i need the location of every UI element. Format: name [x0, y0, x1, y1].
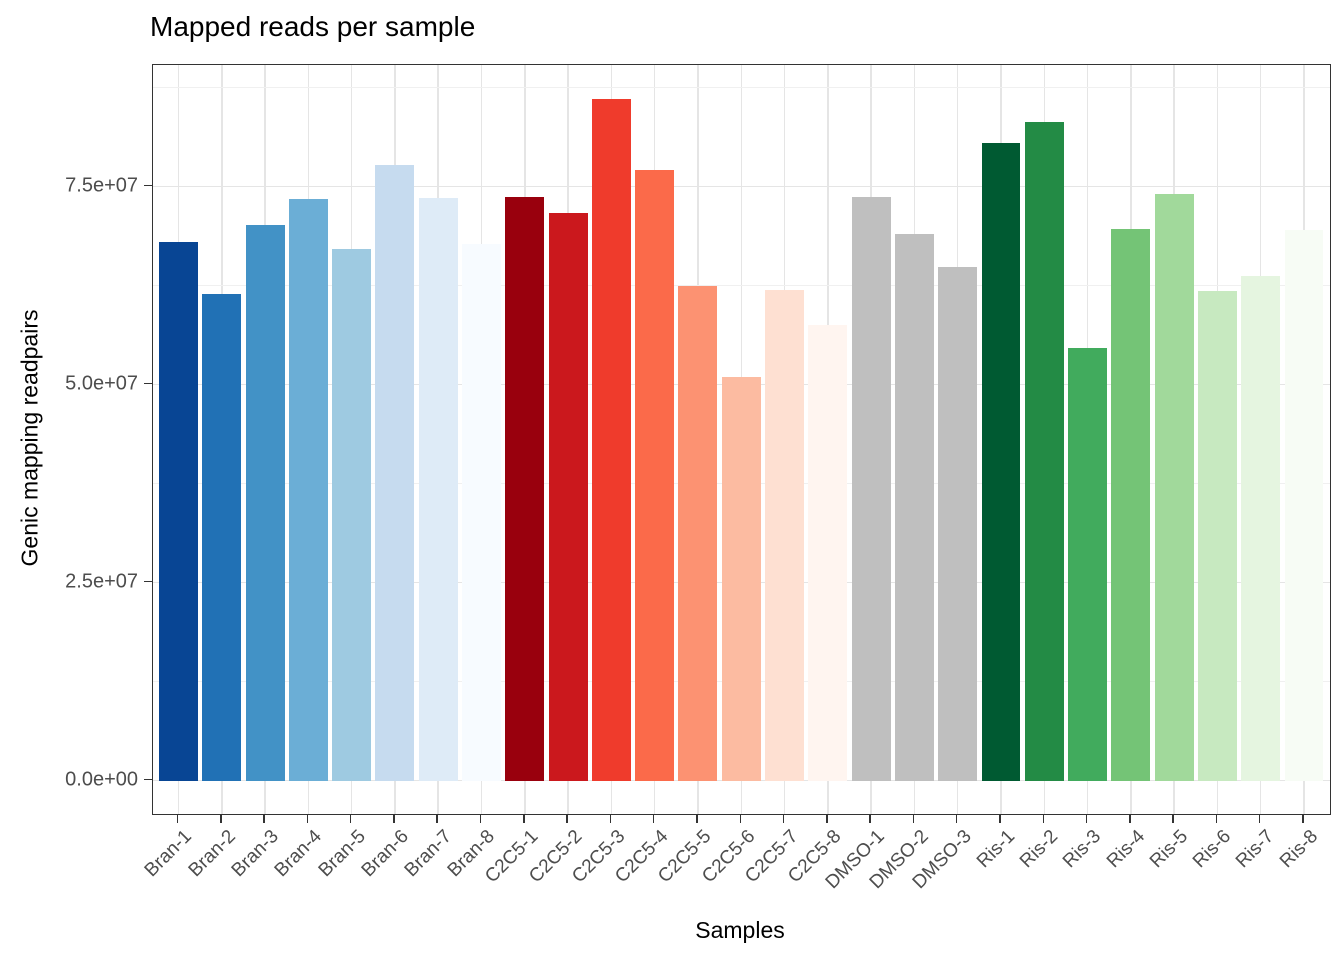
- gridline-h-major: [152, 779, 1330, 782]
- x-tick-mark: [263, 814, 265, 823]
- x-tick-mark: [955, 814, 958, 823]
- x-tick-mark: [869, 814, 871, 823]
- x-tick-label-Bran-2: Bran-2: [184, 826, 240, 882]
- bar-Bran-8: [462, 243, 501, 781]
- x-tick-mark: [1258, 814, 1261, 823]
- x-tick-mark: [609, 814, 612, 823]
- x-tick-label-Ris-3: Ris-3: [1059, 826, 1106, 873]
- x-tick-mark: [999, 814, 1001, 823]
- y-tick-mark: [143, 382, 152, 385]
- x-tick-mark: [1302, 814, 1304, 823]
- gridline-h-minor: [152, 285, 1330, 287]
- x-tick-mark: [349, 814, 352, 823]
- plot-title: Mapped reads per sample: [150, 11, 476, 42]
- x-tick-mark: [652, 814, 655, 823]
- x-tick-mark: [566, 814, 568, 823]
- x-tick-mark: [912, 814, 915, 823]
- bar-C2C5-3: [591, 98, 631, 781]
- bar-C2C5-5: [678, 286, 718, 781]
- x-tick-label-Ris-8: Ris-8: [1275, 826, 1322, 873]
- gridline-h-minor: [152, 86, 1330, 88]
- x-tick-label-Ris-2: Ris-2: [1015, 826, 1063, 873]
- x-tick-label-Bran-3: Bran-3: [227, 826, 283, 882]
- y-tick-label-7.5e+07: 7.5e+07: [65, 174, 138, 196]
- bar-Ris-4: [1111, 228, 1151, 781]
- bar-DMSO-2: [894, 234, 934, 781]
- bar-Ris-1: [981, 142, 1021, 781]
- y-axis-title: Genic mapping readpairs: [16, 309, 43, 567]
- chart-panel: [151, 63, 1331, 815]
- x-tick-label-Bran-4: Bran-4: [271, 826, 327, 882]
- bar-Ris-3: [1068, 348, 1108, 781]
- bar-Ris-6: [1197, 291, 1237, 781]
- x-tick-label-Ris-7: Ris-7: [1232, 826, 1279, 873]
- y-tick-mark: [143, 580, 152, 583]
- x-tick-mark: [1215, 814, 1218, 823]
- y-tick-label-0.0e+00: 0.0e+00: [65, 768, 138, 791]
- bar-Bran-5: [332, 249, 372, 781]
- x-tick-mark: [1129, 814, 1131, 823]
- bar-Ris-2: [1024, 122, 1064, 781]
- x-tick-mark: [393, 814, 395, 823]
- bar-C2C5-7: [765, 289, 804, 781]
- x-tick-mark: [176, 814, 179, 823]
- y-tick-mark: [143, 778, 152, 781]
- y-tick-label-5.0e+07: 5.0e+07: [65, 372, 138, 395]
- x-tick-mark: [826, 814, 828, 823]
- x-tick-label-Bran-5: Bran-5: [314, 826, 370, 882]
- bar-Bran-2: [202, 294, 242, 781]
- x-tick-mark: [782, 814, 785, 823]
- x-tick-label-Ris-6: Ris-6: [1189, 826, 1236, 873]
- x-tick-mark: [436, 814, 438, 823]
- x-tick-label-Ris-4: Ris-4: [1102, 826, 1149, 873]
- bar-Ris-5: [1154, 193, 1194, 781]
- x-tick-mark: [696, 814, 698, 823]
- bar-C2C5-2: [548, 212, 588, 781]
- x-tick-mark: [306, 814, 309, 823]
- y-tick-label-2.5e+07: 2.5e+07: [65, 570, 138, 593]
- bar-Ris-7: [1241, 276, 1281, 781]
- x-tick-label-Ris-5: Ris-5: [1145, 826, 1193, 873]
- x-tick-mark: [523, 814, 525, 823]
- bar-C2C5-8: [808, 325, 848, 781]
- x-tick-label-Bran-6: Bran-6: [357, 826, 413, 882]
- x-tick-label-Bran-7: Bran-7: [400, 826, 457, 882]
- bar-DMSO-3: [938, 266, 978, 781]
- x-tick-mark: [1172, 814, 1174, 823]
- bar-Bran-7: [418, 197, 458, 781]
- bar-C2C5-1: [505, 196, 545, 781]
- x-axis-title: Samples: [695, 917, 785, 943]
- x-tick-mark: [479, 814, 482, 823]
- x-tick-mark: [739, 814, 741, 823]
- bar-DMSO-1: [851, 196, 891, 781]
- x-tick-mark: [1085, 814, 1088, 823]
- bar-Bran-3: [245, 225, 285, 781]
- x-tick-label-Ris-1: Ris-1: [972, 826, 1019, 873]
- x-tick-mark: [220, 814, 222, 823]
- bar-Bran-1: [158, 241, 198, 781]
- bar-Bran-4: [288, 199, 328, 781]
- y-tick-mark: [143, 184, 152, 187]
- x-tick-mark: [1042, 814, 1045, 823]
- bar-C2C5-4: [635, 169, 675, 781]
- bar-C2C5-6: [721, 377, 761, 781]
- x-tick-label-Bran-1: Bran-1: [141, 826, 197, 882]
- gridline-h-major: [152, 185, 1330, 188]
- bar-Bran-6: [375, 165, 415, 781]
- bar-Ris-8: [1284, 230, 1324, 781]
